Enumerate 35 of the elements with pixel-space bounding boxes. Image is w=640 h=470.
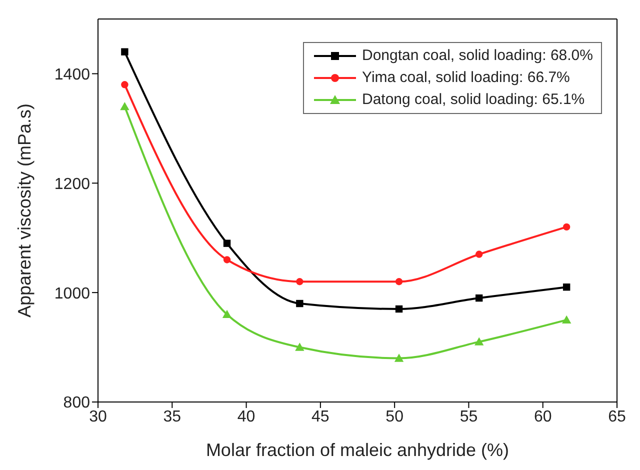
point	[296, 278, 304, 286]
point	[121, 48, 128, 56]
x-tick-label: 50	[386, 408, 404, 426]
y-axis-title: Apparent viscosity (mPa.s)	[14, 103, 34, 318]
point	[223, 240, 231, 247]
point	[475, 250, 483, 258]
point	[395, 305, 403, 313]
point	[121, 81, 128, 88]
y-tick-label: 800	[63, 394, 90, 412]
x-tick-label: 30	[89, 408, 107, 426]
point	[475, 294, 483, 302]
point	[223, 256, 231, 264]
x-tick-label: 55	[460, 408, 478, 426]
point	[222, 310, 232, 318]
y-tick-label: 1200	[54, 176, 90, 193]
x-tick-label: 45	[312, 408, 330, 426]
point	[296, 300, 304, 308]
x-axis-title: Molar fraction of maleic anhydride (%)	[206, 440, 510, 460]
point	[394, 354, 404, 362]
point	[562, 223, 570, 231]
x-tick-label: 40	[237, 408, 256, 426]
legend-label: Yima coal, solid loading: 66.7%	[362, 68, 570, 88]
x-tick-label: 65	[608, 408, 626, 426]
y-tick-label: 1000	[54, 285, 90, 302]
point	[395, 278, 403, 286]
x-tick-label: 60	[534, 408, 552, 426]
y-tick-label: 1400	[54, 66, 90, 84]
point	[562, 284, 570, 291]
point	[120, 102, 130, 110]
point	[562, 315, 572, 324]
x-tick-label: 35	[163, 408, 182, 426]
legend-label: Dongtan coal, solid loading: 68.0%	[362, 46, 593, 66]
legend-label: Datong coal, solid loading: 65.1%	[362, 90, 585, 110]
point	[474, 337, 484, 346]
point	[295, 342, 304, 351]
